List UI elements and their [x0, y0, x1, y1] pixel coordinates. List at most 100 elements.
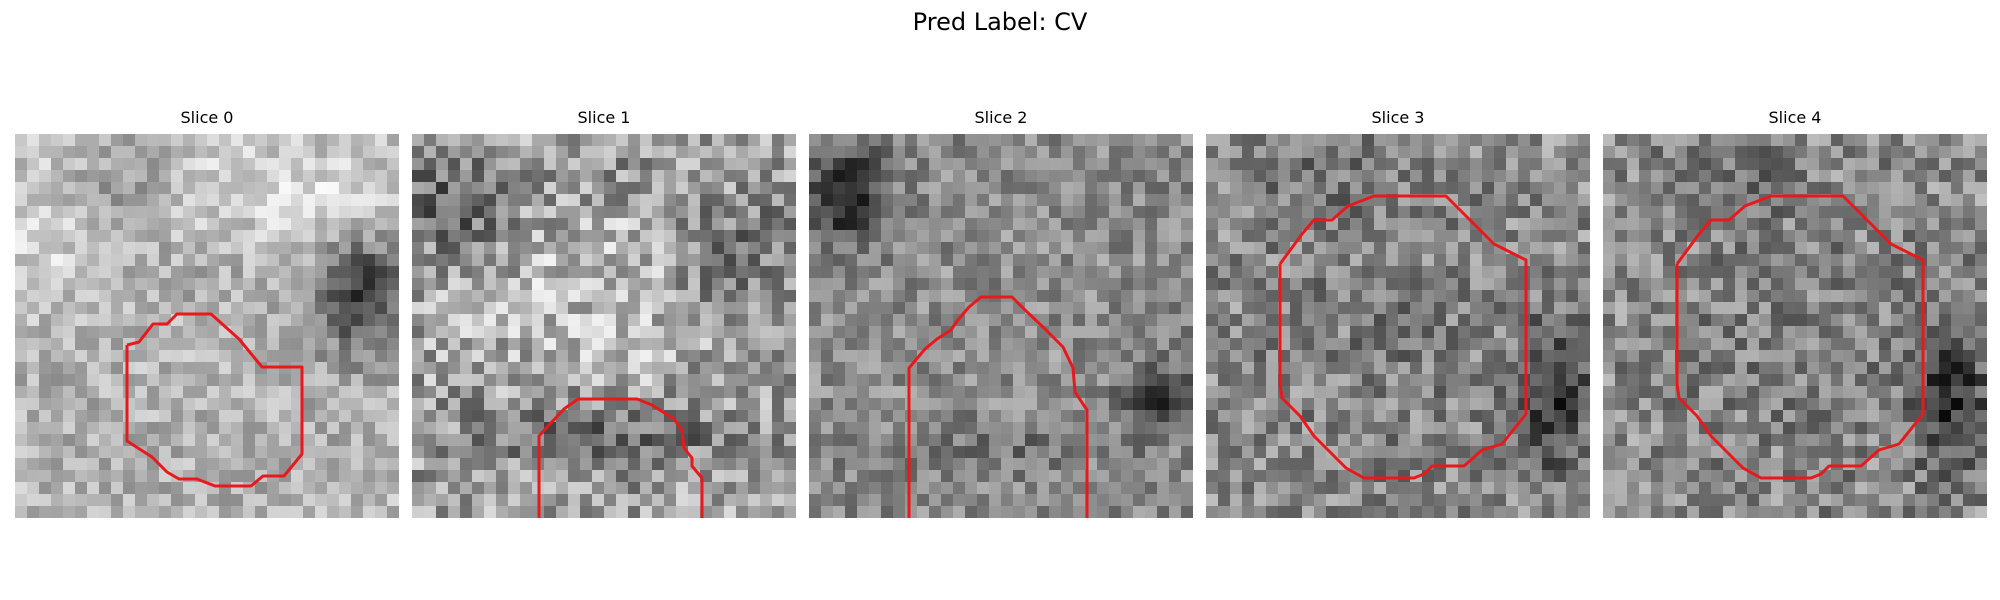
slice-pixel [1759, 278, 1772, 291]
slice-pixel [1422, 434, 1435, 447]
slice-pixel [700, 338, 713, 351]
slice-pixel [195, 290, 208, 303]
slice-pixel [472, 350, 485, 363]
slice-pixel [1915, 266, 1928, 279]
slice-pixel [772, 146, 785, 159]
slice-pixel [1855, 146, 1868, 159]
slice-pixel [159, 218, 172, 231]
slice-pixel [472, 470, 485, 483]
slice-pixel [1374, 134, 1387, 147]
slice-pixel [1627, 398, 1640, 411]
slice-pixel [1651, 254, 1664, 267]
slice-pixel [845, 314, 858, 327]
slice-pixel [1711, 386, 1724, 399]
slice-pixel [1494, 302, 1507, 315]
slice-pixel [953, 254, 966, 267]
slice-pixel [592, 314, 605, 327]
slice-pixel [1314, 170, 1327, 183]
slice-pixel [75, 494, 88, 507]
slice-pixel [424, 506, 437, 518]
slice-pixel [1807, 182, 1820, 195]
slice-pixel [592, 506, 605, 518]
slice-pixel [1711, 326, 1724, 339]
slice-pixel [1374, 302, 1387, 315]
slice-pixel [929, 458, 942, 471]
slice-pixel [243, 266, 256, 279]
slice-pixel [1506, 482, 1519, 495]
slice-pixel [1939, 158, 1952, 171]
slice-pixel [1278, 182, 1291, 195]
slice-pixel [1831, 422, 1844, 435]
slice-pixel [1206, 230, 1219, 243]
slice-pixel [580, 254, 593, 267]
slice-pixel [1218, 182, 1231, 195]
slice-pixel [1133, 242, 1146, 255]
slice-pixel [412, 194, 425, 207]
slice-pixel [1398, 470, 1411, 483]
slice-pixel [1927, 278, 1940, 291]
slice-pixel [219, 422, 232, 435]
slice-pixel [1230, 410, 1243, 423]
slice-pixel [1037, 422, 1050, 435]
slice-pixel [484, 338, 497, 351]
slice-pixel [1458, 398, 1471, 411]
slice-pixel [1831, 170, 1844, 183]
slice-pixel [1603, 242, 1616, 255]
slice-pixel [1494, 230, 1507, 243]
slice-pixel [1807, 266, 1820, 279]
slice-pixel [748, 206, 761, 219]
slice-pixel [1133, 494, 1146, 507]
slice-pixel [700, 146, 713, 159]
slice-pixel [965, 350, 978, 363]
slice-pixel [1398, 302, 1411, 315]
slice-pixel [1603, 422, 1616, 435]
slice-pixel [1326, 254, 1339, 267]
slice-pixel [592, 362, 605, 375]
slice-pixel [809, 446, 822, 459]
slice-pixel [748, 218, 761, 231]
slice-pixel [375, 302, 388, 315]
slice-pixel [784, 194, 796, 207]
slice-pixel [1145, 422, 1158, 435]
slice-pixel [255, 446, 268, 459]
slice-pixel [700, 158, 713, 171]
slice-pixel [1771, 182, 1784, 195]
slice-pixel [1542, 326, 1555, 339]
slice-pixel [1266, 290, 1279, 303]
slice-pixel [159, 446, 172, 459]
slice-pixel [1482, 254, 1495, 267]
slice-pixel [1699, 326, 1712, 339]
slice-pixel [628, 434, 641, 447]
slice-pixel [195, 254, 208, 267]
slice-pixel [231, 410, 244, 423]
slice-pixel [327, 242, 340, 255]
slice-pixel [207, 350, 220, 363]
slice-pixel [1506, 386, 1519, 399]
slice-pixel [1927, 290, 1940, 303]
slice-pixel [1302, 170, 1315, 183]
slice-pixel [135, 206, 148, 219]
slice-pixel [953, 218, 966, 231]
slice-pixel [965, 398, 978, 411]
slice-pixel [243, 182, 256, 195]
slice-pixel [207, 494, 220, 507]
slice-pixel [1819, 182, 1832, 195]
slice-pixel [1639, 170, 1652, 183]
slice-pixel [279, 302, 292, 315]
slice-pixel [1398, 398, 1411, 411]
slice-pixel [1326, 458, 1339, 471]
slice-pixel [1903, 446, 1916, 459]
slice-pixel [809, 146, 822, 159]
slice-pixel [375, 134, 388, 147]
slice-pixel [676, 194, 689, 207]
slice-pixel [436, 158, 449, 171]
slice-pixel [1951, 146, 1964, 159]
slice-pixel [1398, 146, 1411, 159]
slice-pixel [1169, 410, 1182, 423]
slice-pixel [159, 302, 172, 315]
slice-pixel [1759, 434, 1772, 447]
slice-pixel [712, 170, 725, 183]
slice-pixel [1133, 218, 1146, 231]
slice-pixel [772, 194, 785, 207]
slice-pixel [1963, 326, 1976, 339]
